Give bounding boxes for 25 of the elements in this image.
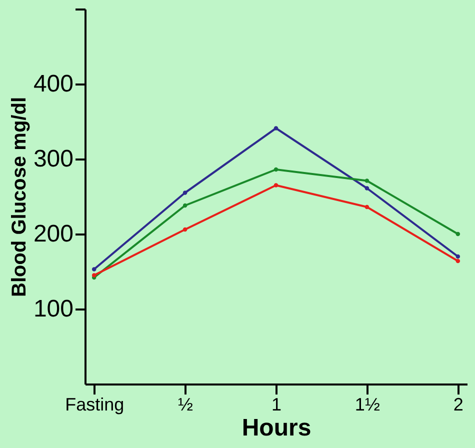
point — [274, 183, 278, 188]
y-tick-label: 300 — [33, 146, 74, 172]
point — [182, 227, 188, 232]
x-tick-label: 1½ — [354, 394, 380, 414]
x-tick-label: 2 — [453, 394, 464, 414]
x-tick-label: 1 — [271, 394, 282, 414]
point — [92, 267, 96, 272]
point — [274, 126, 278, 130]
y-tick-label: 400 — [33, 70, 74, 98]
point — [182, 203, 188, 208]
point — [364, 204, 370, 210]
point — [92, 273, 96, 278]
point — [274, 167, 278, 172]
point — [364, 186, 370, 190]
point — [456, 232, 460, 236]
x-tick-label: ½ — [178, 394, 194, 414]
point — [456, 258, 460, 264]
point — [364, 178, 370, 183]
y-axis-title: Blood Glucose mg/dl — [8, 96, 30, 298]
x-axis-title: Hours — [242, 414, 312, 442]
x-tick-label: Fasting — [65, 394, 124, 414]
y-tick-label: 100 — [33, 296, 74, 322]
point — [456, 254, 460, 259]
point — [182, 190, 188, 195]
y-tick-label: 200 — [33, 220, 74, 248]
